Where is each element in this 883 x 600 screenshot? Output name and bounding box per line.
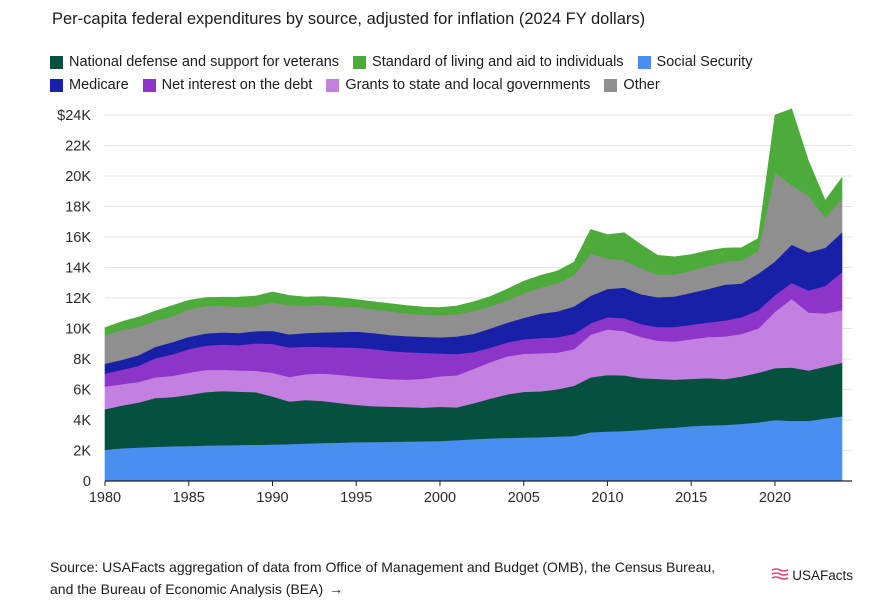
legend-label: National defense and support for veteran… <box>69 54 340 70</box>
legend-swatch <box>604 78 618 92</box>
x-tick-label: 2000 <box>424 490 456 506</box>
y-tick-label: 10K <box>65 322 91 338</box>
usafacts-flag-icon <box>771 568 789 583</box>
y-tick-label: $24K <box>57 108 91 124</box>
legend-item-net-interest-on-the-debt[interactable]: Net interest on the debt <box>142 77 313 93</box>
x-tick-label: 2010 <box>591 490 623 506</box>
legend-item-standard-of-living-and-aid-to-individuals[interactable]: Standard of living and aid to individual… <box>353 54 624 70</box>
y-tick-label: 20K <box>65 169 91 185</box>
axes: 0 2K 4K 6K 8K 10K 12K 14K 16K 18K 20K 22K $24K 1980 19… <box>57 108 852 506</box>
x-tick-label: 1995 <box>340 490 372 506</box>
brand-name: USAFacts <box>792 568 853 583</box>
legend-swatch <box>142 78 156 92</box>
source-note: Source: USAFacts aggregation of data fro… <box>50 556 740 600</box>
legend-label: Standard of living and aid to individual… <box>372 54 624 70</box>
y-tick-label: 6K <box>73 383 91 399</box>
legend-swatch <box>326 78 340 92</box>
y-tick-label: 16K <box>65 230 91 246</box>
x-tick-label: 1990 <box>256 490 288 506</box>
source-link-arrow-icon[interactable]: → <box>329 581 344 597</box>
legend-label: Net interest on the debt <box>161 77 313 93</box>
legend-label: Medicare <box>69 77 129 93</box>
x-tick-label: 1985 <box>173 490 205 506</box>
legend-label: Social Security <box>656 54 753 70</box>
y-tick-label: 0 <box>83 474 91 490</box>
legend-item-national-defense-and-support-for-veterans[interactable]: National defense and support for veteran… <box>50 54 339 70</box>
area-standard-of-living-and-aid-to-individuals[interactable] <box>104 108 843 336</box>
x-tick-label: 1980 <box>89 490 121 506</box>
x-tick-label: 2015 <box>675 490 707 506</box>
source-text: Source: USAFacts aggregation of data fro… <box>50 559 716 597</box>
legend-label: Other <box>623 77 660 93</box>
y-tick-label: 8K <box>73 352 91 368</box>
legend-label: Grants to state and local governments <box>345 77 591 93</box>
y-tick-label: 14K <box>65 261 91 277</box>
legend-item-medicare[interactable]: Medicare <box>50 77 129 93</box>
area-series-group <box>104 108 843 482</box>
legend-swatch <box>50 78 63 92</box>
legend-item-other[interactable]: Other <box>604 77 660 93</box>
legend-swatch <box>353 55 367 69</box>
y-tick-label: 18K <box>65 200 91 216</box>
y-tick-label: 2K <box>73 444 91 460</box>
legend-item-grants-to-state-and-local-governments[interactable]: Grants to state and local governments <box>326 77 590 93</box>
y-tick-label: 12K <box>65 291 91 307</box>
legend-swatch <box>50 55 63 69</box>
chart-title: Per-capita federal expenditures by sourc… <box>52 10 646 28</box>
x-tick-label: 2005 <box>508 490 540 506</box>
y-tick-label: 22K <box>65 139 91 155</box>
chart-legend: National defense and support for veteran… <box>50 54 830 93</box>
x-tick-label: 2020 <box>759 490 791 506</box>
y-tick-label: 4K <box>73 413 91 429</box>
legend-item-social-security[interactable]: Social Security <box>637 54 753 70</box>
legend-swatch <box>637 55 651 69</box>
usafacts-logo[interactable]: USAFacts <box>771 568 853 583</box>
